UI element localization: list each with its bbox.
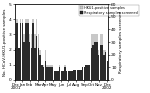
Bar [71, 71, 73, 80]
Bar [89, 65, 90, 80]
Bar [39, 50, 41, 80]
Bar [59, 67, 60, 80]
Bar [45, 61, 46, 80]
Bar [105, 50, 106, 80]
Bar [76, 70, 78, 80]
Bar [41, 65, 43, 80]
Bar [18, 50, 20, 80]
Y-axis label: No. HCoV-HKU1-positive samples: No. HCoV-HKU1-positive samples [3, 8, 7, 76]
Bar [103, 50, 105, 80]
Bar [39, 55, 41, 80]
Bar [75, 70, 76, 80]
Bar [29, 42, 30, 80]
Bar [41, 65, 43, 80]
Bar [15, 65, 16, 80]
Bar [94, 35, 96, 80]
Bar [103, 55, 105, 80]
Bar [68, 71, 69, 80]
Bar [32, 23, 34, 80]
Bar [31, 48, 32, 80]
Bar [36, 19, 37, 80]
Bar [98, 55, 99, 80]
Bar [52, 67, 53, 80]
Bar [43, 67, 44, 80]
Bar [73, 70, 75, 80]
Bar [101, 45, 103, 80]
Bar [59, 65, 60, 80]
Bar [50, 67, 52, 80]
Bar [46, 65, 48, 80]
Bar [69, 71, 71, 80]
Bar [16, 19, 18, 80]
Bar [91, 48, 92, 80]
Bar [36, 36, 37, 80]
Bar [64, 65, 66, 80]
Bar [38, 35, 39, 80]
Bar [80, 70, 82, 80]
Bar [34, 35, 36, 80]
Bar [82, 67, 83, 80]
Bar [38, 48, 39, 80]
Bar [101, 35, 103, 80]
Bar [87, 65, 89, 80]
Bar [91, 35, 92, 80]
Bar [84, 67, 85, 80]
Bar [15, 48, 16, 80]
Bar [24, 42, 25, 80]
Bar [48, 67, 50, 80]
Bar [61, 71, 62, 80]
Bar [78, 70, 80, 80]
Bar [27, 19, 28, 80]
Bar [98, 50, 99, 80]
Bar [100, 35, 101, 80]
Bar [57, 71, 59, 80]
Bar [32, 19, 34, 80]
Bar [87, 65, 89, 80]
Bar [96, 42, 98, 80]
Bar [22, 19, 23, 80]
Bar [85, 65, 87, 80]
Bar [16, 23, 18, 80]
Bar [93, 35, 94, 80]
Bar [29, 35, 30, 80]
Bar [24, 35, 25, 80]
Bar [45, 50, 46, 80]
Bar [107, 65, 108, 80]
Bar [31, 35, 32, 80]
Bar [20, 19, 21, 80]
Bar [64, 67, 66, 80]
Bar [34, 48, 36, 80]
Bar [22, 23, 23, 80]
Bar [85, 65, 87, 80]
Bar [46, 67, 48, 80]
Bar [25, 19, 27, 80]
Bar [27, 23, 28, 80]
Bar [107, 61, 108, 80]
Bar [93, 45, 94, 80]
Bar [94, 42, 96, 80]
Bar [50, 65, 52, 80]
Bar [18, 48, 20, 80]
Bar [55, 71, 57, 80]
Bar [52, 65, 53, 80]
Bar [89, 65, 90, 80]
Bar [66, 71, 68, 80]
Legend: HKU1-positive samples, Respiratory samples screened: HKU1-positive samples, Respiratory sampl… [79, 4, 139, 16]
Bar [43, 65, 44, 80]
Bar [54, 71, 55, 80]
Bar [20, 23, 21, 80]
Bar [105, 52, 106, 80]
Bar [25, 23, 27, 80]
Bar [96, 35, 98, 80]
Bar [100, 45, 101, 80]
Bar [48, 65, 50, 80]
Bar [62, 71, 64, 80]
Y-axis label: Respiratory samples screened: Respiratory samples screened [119, 11, 123, 73]
